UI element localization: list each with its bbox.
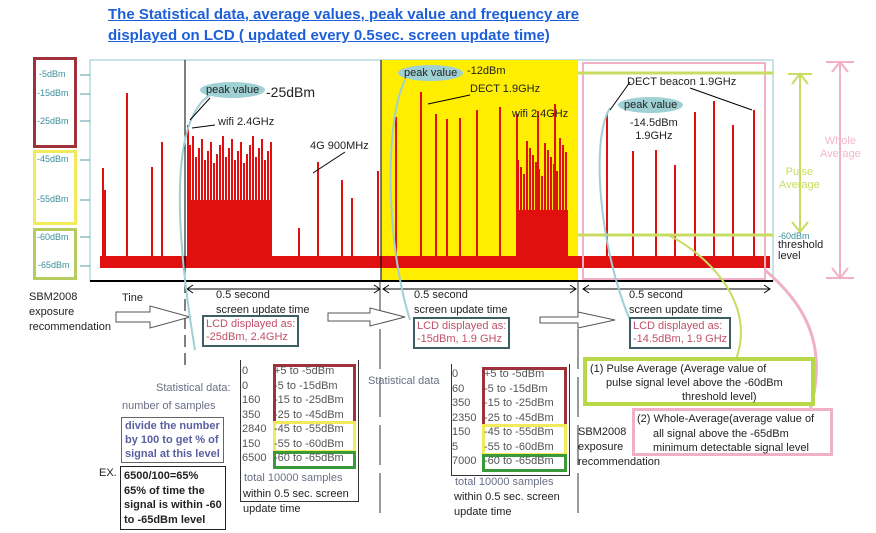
stats-row: 60 -5 to -15dBm xyxy=(452,382,554,397)
threshold-label: threshold level xyxy=(778,239,824,262)
level-label: -45dBm xyxy=(37,154,69,164)
sample-count: 2350 xyxy=(452,411,477,424)
time-arrow xyxy=(327,307,406,327)
level-range: -45 to -55dBm xyxy=(484,426,554,438)
sample-count: 60 xyxy=(452,382,465,395)
level-label: -55dBm xyxy=(37,194,69,204)
dect-label: DECT 1.9GHz xyxy=(470,83,541,95)
stats-row: 2350 -25 to -45dBm xyxy=(452,411,554,426)
total-label: total 10000 samples xyxy=(244,472,343,484)
sample-count: 0 xyxy=(242,365,249,377)
within-label: within 0.5 sec. screen update time xyxy=(454,491,560,518)
level-range: -60 to -65dBm xyxy=(484,455,554,467)
wifi-label: wifi 2.4GHz xyxy=(512,108,569,120)
whole-average-box xyxy=(582,62,766,280)
whole-average-label: Whole Average xyxy=(820,135,861,160)
whole-average-note xyxy=(632,408,833,456)
sample-count: 0 xyxy=(242,379,249,392)
total-label: total 10000 samples xyxy=(455,476,554,488)
low-level-box xyxy=(33,228,77,280)
stats-row: 0 +5 to -5dBm xyxy=(242,364,344,379)
level-range: +5 to -5dBm xyxy=(274,365,335,377)
update-time-label: 0.5 second screen update time xyxy=(414,289,508,316)
lcd-display-3: LCD displayed as: -14.5dBm, 1.9 GHz xyxy=(629,317,732,349)
stats-table-frame xyxy=(451,364,570,476)
threshold-db: -60dBm xyxy=(778,231,810,241)
sample-count: 150 xyxy=(452,426,471,438)
sample-count: 0 xyxy=(452,368,459,380)
peak-value: -12dBm xyxy=(467,65,506,77)
level-label: -5dBm xyxy=(39,69,66,79)
sample-count: 350 xyxy=(242,408,261,421)
wifi-label: wifi 2.4GHz xyxy=(218,116,275,128)
level-range: -60 to -65dBm xyxy=(274,452,344,464)
peak-value-bubble: peak value xyxy=(398,65,464,81)
stats-row: 2840 -45 to -55dBm xyxy=(242,422,344,437)
sbm-legend: SBM2008 exposure recommendation xyxy=(29,291,111,333)
stats-row: 350 -15 to -25dBm xyxy=(452,396,554,411)
level-range: -25 to -45dBm xyxy=(274,408,344,421)
level-label: -25dBm xyxy=(37,116,69,126)
sample-count: 150 xyxy=(242,437,261,450)
stats-table-frame xyxy=(240,360,359,502)
stats-row: 160 -15 to -25dBm xyxy=(242,393,344,408)
level-range: -5 to -15dBm xyxy=(484,382,548,395)
dect-beacon-label: DECT beacon 1.9GHz xyxy=(627,76,737,88)
level-label: -15dBm xyxy=(37,88,69,98)
level-label: -60dBm xyxy=(37,232,69,242)
stats-row: 0 +5 to -5dBm xyxy=(452,367,554,382)
stats-table-2: 0 +5 to -5dBm 60 -5 to -15dBm 350 -15 to -25d… xyxy=(452,367,554,469)
time-arrow xyxy=(115,305,192,329)
mid-level-box xyxy=(33,150,77,225)
level-range: -5 to -15dBm xyxy=(274,379,338,392)
stats-row: 150 -55 to -60dBm xyxy=(242,437,344,452)
stats-row: 350 -25 to -45dBm xyxy=(242,408,344,423)
within-label: within 0.5 sec. screen update time xyxy=(243,488,349,515)
stats-table-1: 0 +5 to -5dBm 0 -5 to -15dBm 160 -15 to -25dB… xyxy=(242,364,344,466)
pulse-average-note xyxy=(583,357,815,406)
stats-row: 150 -45 to -55dBm xyxy=(452,425,554,440)
high-level-box xyxy=(33,57,77,148)
stats-label: Statistical data: xyxy=(156,382,231,394)
level-label: -65dBm xyxy=(38,260,70,270)
level-range: -15 to -25dBm xyxy=(274,394,344,406)
sample-count: 7000 xyxy=(452,455,477,467)
level-range: -45 to -55dBm xyxy=(274,423,344,435)
stats-row: 7000 -60 to -65dBm xyxy=(452,454,554,469)
ex-label: EX. xyxy=(99,467,117,479)
samples-label: number of samples xyxy=(122,400,216,412)
peak-value: -25dBm xyxy=(266,84,316,100)
example-note: 6500/100=65% 65% of time the signal is wit… xyxy=(120,466,226,530)
peak-value-bubble: peak value xyxy=(618,97,684,113)
pulse-average-label: Pulse Average xyxy=(779,166,820,191)
sbm-note: SBM2008 exposure recommendation xyxy=(578,426,660,468)
sample-count: 5 xyxy=(452,440,459,453)
update-time-label: 0.5 second screen update time xyxy=(216,289,310,316)
stats-row: 5 -55 to -60dBm xyxy=(452,440,554,455)
level-range: -25 to -45dBm xyxy=(484,411,554,424)
time-label: Tine xyxy=(122,292,143,304)
title-line-2: displayed on LCD ( updated every 0.5sec.… xyxy=(108,27,550,44)
update-time-label: 0.5 second screen update time xyxy=(629,289,723,316)
stats-row: 6500 -60 to -65dBm xyxy=(242,451,344,466)
sample-count: 160 xyxy=(242,394,261,406)
level-range: -55 to -60dBm xyxy=(274,437,344,450)
lcd-display-2: LCD displayed as: -15dBm, 1.9 GHz xyxy=(413,317,511,349)
sample-count: 2840 xyxy=(242,423,267,435)
sample-count: 6500 xyxy=(242,452,267,464)
4g-label: 4G 900MHz xyxy=(310,140,369,152)
peak-value-bubble: peak value xyxy=(200,82,266,98)
peak-value: -14.5dBm 1.9GHz xyxy=(630,117,678,142)
level-range: -15 to -25dBm xyxy=(484,397,554,409)
title-line-1: The Statistical data, average values, pe… xyxy=(108,6,580,23)
time-arrow xyxy=(539,311,616,329)
stats-row: 0 -5 to -15dBm xyxy=(242,379,344,394)
stats-label: Statistical data xyxy=(368,375,440,387)
sample-count: 350 xyxy=(452,397,471,409)
divide-note: divide the number by 100 to get % of signa… xyxy=(121,417,224,463)
level-range: +5 to -5dBm xyxy=(484,368,545,380)
level-range: -55 to -60dBm xyxy=(484,440,554,453)
lcd-display-1: LCD displayed as: -25dBm, 2.4GHz xyxy=(202,315,300,347)
